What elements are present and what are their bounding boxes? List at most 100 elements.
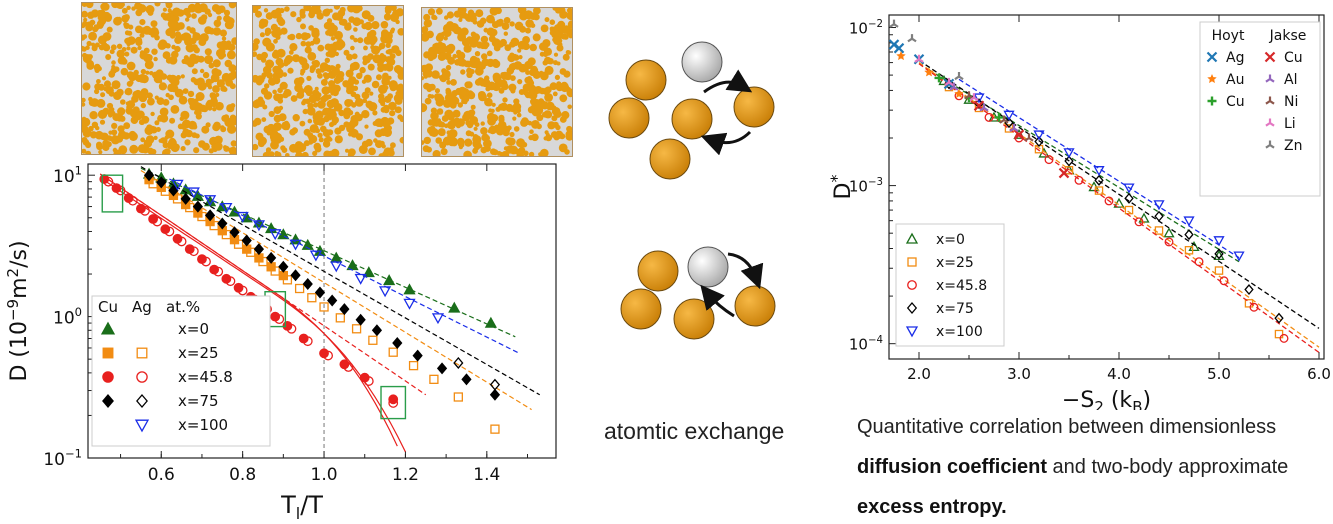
data-point: [1163, 227, 1175, 238]
y-tick-label: 101: [53, 164, 82, 188]
gold-atom-dot: [313, 33, 318, 38]
legend-label: x=25: [936, 255, 974, 271]
data-point: [241, 234, 252, 247]
gold-atom-dot: [291, 46, 296, 51]
gold-atom-dot: [394, 97, 403, 105]
data-point: [309, 250, 323, 262]
data-point: [489, 388, 501, 401]
data-point: [943, 78, 955, 90]
gold-atom-dot: [364, 21, 373, 31]
gold-atom-dot: [445, 87, 451, 94]
series-x75: [140, 166, 541, 401]
gold-atom-dot: [117, 16, 122, 22]
gold-atom-dot: [86, 54, 92, 59]
gold-atom-dot: [350, 102, 357, 108]
gold-atom: [625, 59, 667, 101]
silver-atom: [681, 41, 723, 83]
gold-atom-dot: [351, 53, 358, 60]
gold-atom-dot: [273, 106, 282, 114]
gold-atom-dot: [82, 128, 92, 138]
gold-atom-dot: [101, 35, 107, 40]
gold-atom-dot: [279, 81, 288, 90]
data-point: [343, 362, 354, 372]
gold-atom-dot: [513, 126, 520, 132]
gold-atom-dot: [519, 25, 527, 33]
gold-atom-dot: [562, 25, 571, 34]
gold-atom-dot: [388, 101, 397, 111]
data-point: [152, 216, 163, 227]
legend-marker: [1206, 51, 1218, 63]
gold-atom-dot: [327, 129, 334, 136]
gold-atom-dot: [390, 142, 396, 149]
gold-atom-dot: [272, 76, 281, 85]
gold-atom-dot: [90, 34, 97, 41]
gold-atom-dot: [330, 36, 336, 41]
gold-atom-dot: [277, 93, 284, 100]
gold-atom-dot: [530, 23, 536, 28]
gold-atom-dot: [154, 3, 161, 7]
plot-frame: [888, 14, 1325, 360]
gold-atom-dot: [303, 85, 313, 94]
gold-atom-dot: [219, 29, 227, 37]
data-point: [907, 34, 917, 43]
gold-atom-dot: [364, 87, 371, 94]
gold-atom-dot: [457, 102, 463, 108]
gold-atom-dot: [390, 85, 397, 92]
gold-atom-dot: [470, 55, 477, 63]
legend-header: Ag: [132, 298, 152, 316]
y-tick-label: 100: [53, 305, 82, 329]
gold-atom-dot: [349, 118, 359, 127]
gold-atom-dot: [139, 27, 144, 32]
gold-atom-dot: [512, 116, 517, 121]
gold-atom-dot: [457, 32, 466, 42]
legend-label: Cu: [1284, 50, 1303, 66]
gold-atom-dot: [349, 35, 355, 40]
gold-atom-dot: [261, 117, 267, 122]
gold-atom-dot: [422, 145, 430, 153]
gold-atom-dot: [542, 87, 551, 96]
data-point: [1249, 302, 1259, 312]
gold-atom-dot: [311, 27, 320, 36]
gold-atom-dot: [327, 150, 334, 156]
x-tick-label: 0.6: [148, 465, 175, 485]
gold-atom-dot: [450, 79, 457, 86]
gold-atom-dot: [364, 124, 369, 129]
gold-atom-dot: [106, 26, 113, 33]
data-point: [323, 350, 334, 361]
gold-atom-dot: [498, 87, 505, 94]
gold-atom-dot: [456, 58, 466, 67]
gold-atom-dot: [288, 33, 296, 41]
gold-atom-dot: [214, 135, 223, 145]
gold-atom-dot: [525, 70, 531, 75]
legend-box: [1199, 21, 1321, 197]
gold-atom-dot: [154, 120, 160, 126]
gold-atom-dot: [306, 75, 312, 81]
gold-atom-dot: [344, 81, 350, 88]
gold-atom-dot: [219, 40, 229, 50]
gold-atom-dot: [160, 137, 167, 144]
legend-marker: [906, 301, 918, 315]
data-point: [994, 112, 1004, 122]
gold-atom-dot: [96, 98, 106, 108]
gold-atom-dot: [545, 134, 553, 142]
gold-atom-dot: [82, 34, 88, 39]
gold-atom-dot: [345, 148, 349, 153]
gold-atom-dot: [115, 135, 124, 143]
gold-atom-dot: [497, 18, 504, 25]
gold-atom-dot: [301, 35, 307, 41]
gold-atom-dot: [427, 8, 436, 16]
data-point: [1153, 200, 1165, 211]
gold-atom-dot: [523, 10, 534, 20]
gold-atom-dot: [348, 6, 355, 13]
gold-atom-dot: [315, 68, 322, 75]
gold-atom-dot: [253, 117, 262, 126]
gold-atom-dot: [509, 21, 515, 27]
left-diffusion-chart: 0.6 0.8 1.0 1.2 1.4 101 100 10−1 Tl/T D (10−9m2/s…: [4, 163, 557, 519]
gold-atom-dot: [116, 43, 123, 49]
y-tick-label: 10−4: [849, 335, 883, 354]
legend-marker: [136, 393, 148, 409]
gold-atom-dot: [187, 90, 195, 98]
legend-label: x=75: [178, 392, 219, 410]
gold-atom-dot: [265, 12, 274, 20]
data-point: [388, 347, 398, 357]
